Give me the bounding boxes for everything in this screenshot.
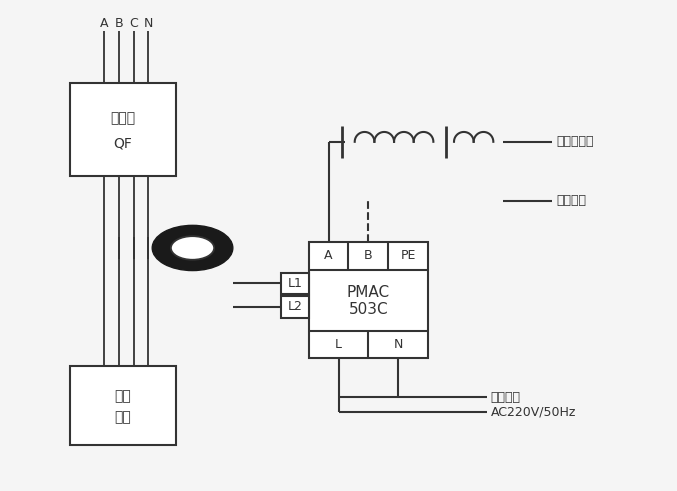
Bar	[281, 273, 309, 294]
Text: 监控主机: 监控主机	[556, 194, 586, 207]
Bar	[281, 296, 309, 318]
Text: 503C: 503C	[349, 302, 389, 317]
Text: A: A	[100, 17, 108, 30]
Text: L1: L1	[287, 277, 302, 290]
Text: 工作电源: 工作电源	[491, 391, 521, 404]
Bar	[70, 366, 176, 444]
Text: B: B	[114, 17, 123, 30]
Text: 至电气火灾: 至电气火灾	[556, 136, 594, 148]
Ellipse shape	[152, 225, 233, 271]
Text: C: C	[129, 17, 138, 30]
Text: AC220V/50Hz: AC220V/50Hz	[491, 406, 576, 419]
Text: 断路器: 断路器	[110, 111, 135, 125]
Text: PMAC: PMAC	[347, 285, 390, 300]
Bar	[70, 83, 176, 176]
Text: 用电: 用电	[114, 389, 131, 403]
Text: A: A	[324, 249, 333, 262]
Text: QF: QF	[113, 136, 132, 151]
Text: N: N	[394, 338, 403, 351]
Ellipse shape	[171, 236, 214, 260]
Text: 设备: 设备	[114, 410, 131, 424]
Text: L: L	[335, 338, 342, 351]
Text: PE: PE	[401, 249, 416, 262]
Text: B: B	[364, 249, 373, 262]
Bar	[309, 242, 429, 358]
Text: N: N	[144, 17, 153, 30]
Text: L2: L2	[287, 300, 302, 313]
